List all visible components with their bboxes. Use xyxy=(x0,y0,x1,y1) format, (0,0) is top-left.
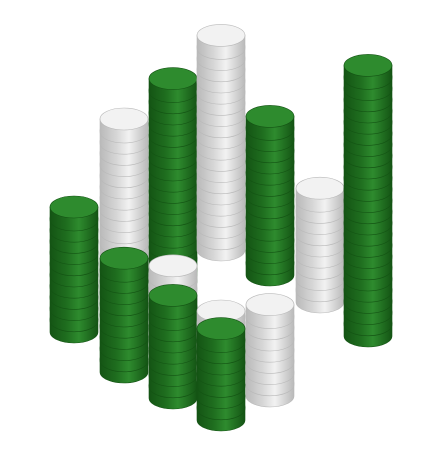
stack-13 xyxy=(196,317,246,432)
coin xyxy=(148,284,198,320)
stack-4 xyxy=(196,24,246,262)
coin xyxy=(148,67,198,103)
coin xyxy=(343,54,393,90)
coin xyxy=(196,317,246,353)
stack-7 xyxy=(343,54,393,348)
coin xyxy=(196,24,246,60)
stack-5 xyxy=(245,105,295,287)
stack-9 xyxy=(99,246,149,384)
coin xyxy=(99,246,149,283)
stack-10 xyxy=(245,293,295,408)
coin xyxy=(49,195,99,232)
coin xyxy=(99,107,149,144)
coin xyxy=(245,293,295,329)
stack-1 xyxy=(49,195,99,344)
stack-11 xyxy=(148,284,198,410)
stack-6 xyxy=(295,176,345,314)
coin-stacks xyxy=(49,24,393,432)
coin xyxy=(295,176,345,213)
coin xyxy=(148,254,198,291)
coin xyxy=(245,105,295,141)
